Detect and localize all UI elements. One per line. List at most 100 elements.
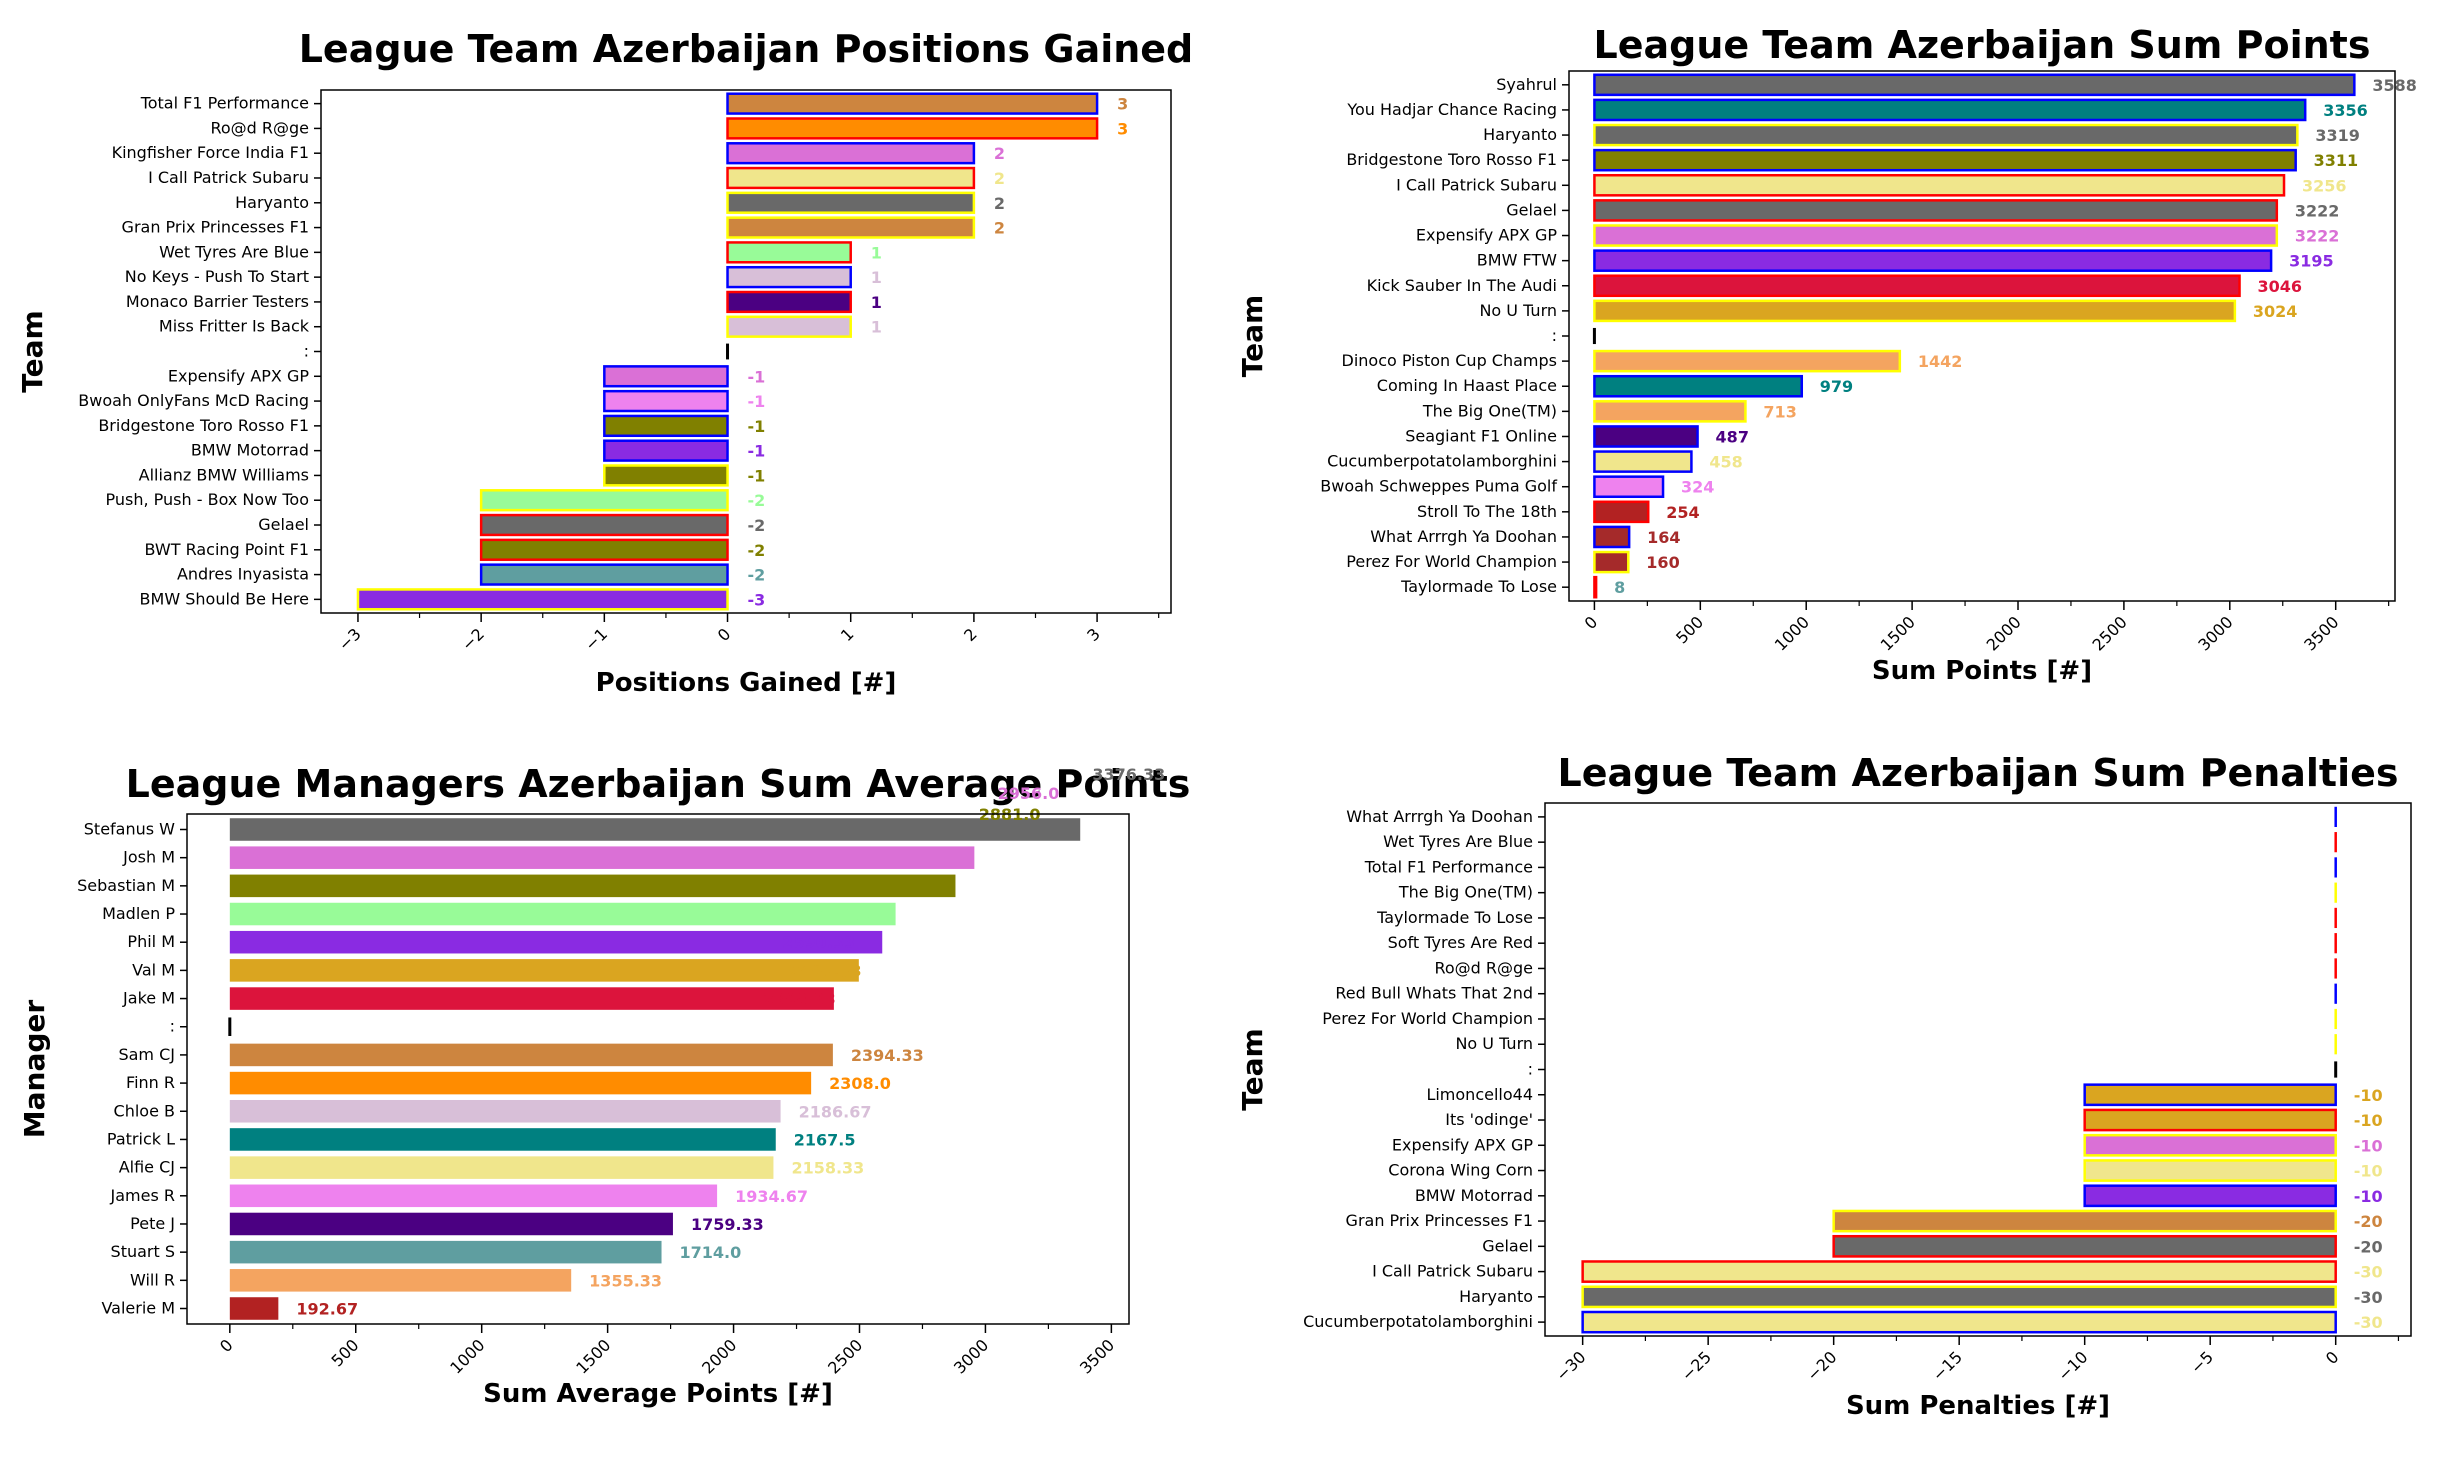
bar-21 (1581, 1310, 2337, 1334)
y-tick-label: Stuart S (111, 1242, 175, 1261)
y-tick-label: : (170, 1017, 175, 1036)
y-tick-label: What Arrrgh Ya Doohan (1370, 527, 1557, 546)
value-label: -3 (748, 590, 766, 609)
bar-14 (1593, 400, 1747, 423)
value-label: 254 (1666, 503, 1699, 522)
y-tick-label: I Call Patrick Subaru (1372, 1262, 1533, 1281)
bar-10 (1593, 299, 2237, 323)
chart-title: League Team Azerbaijan Sum Penalties (1557, 751, 2398, 795)
y-tick-label: Syahrul (1496, 75, 1557, 94)
bar-9 (726, 290, 852, 314)
chart-panel-2: League Team Azerbaijan Sum Points3588335… (1236, 23, 2417, 686)
value-label: 2497.33 (789, 961, 862, 980)
bar-3 (726, 142, 976, 165)
value-label: -30 (2354, 1313, 2383, 1332)
value-label: 2186.67 (799, 1102, 872, 1121)
bar-5 (229, 930, 883, 954)
bar-13 (1593, 374, 1804, 398)
y-tick-label: BWT Racing Point F1 (145, 540, 309, 559)
y-tick-label: Sam CJ (118, 1045, 175, 1064)
value-label: 3 (1117, 95, 1128, 114)
value-label: 2590.33 (782, 933, 855, 952)
y-tick-label: Seagiant F1 Online (1405, 426, 1557, 445)
y-tick-label: Phil M (127, 932, 175, 951)
bar-13 (603, 389, 729, 413)
value-label: 713 (1763, 402, 1796, 421)
value-label: -30 (2354, 1263, 2383, 1282)
x-tick-label: 3000 (950, 1335, 992, 1377)
bar-11 (229, 1099, 781, 1123)
bar-15 (2083, 1159, 2337, 1182)
value-label: 3311 (2314, 151, 2359, 170)
y-tick-label: Expensify APX GP (1392, 1135, 1533, 1154)
bar-18 (1593, 500, 1650, 524)
value-label: -2 (748, 516, 766, 535)
bar-2 (726, 117, 1099, 140)
y-tick-label: What Arrrgh Ya Doohan (1346, 807, 1533, 826)
x-tick-label: −25 (1678, 1347, 1715, 1384)
y-tick-label: Andres Inyasista (177, 565, 309, 584)
x-tick-label: 500 (1672, 612, 1707, 647)
x-tick-label: 2000 (698, 1335, 740, 1377)
x-axis-label: Positions Gained [#] (596, 668, 897, 698)
y-tick-label: Gelael (258, 515, 309, 534)
bar-21 (1593, 575, 1598, 599)
x-tick-label: −2 (458, 624, 488, 654)
y-tick-label: Cucumberpotatolamborghini (1303, 1312, 1533, 1331)
y-tick-label: Taylormade To Lose (1376, 908, 1533, 927)
x-tick-label: 0 (216, 1335, 237, 1356)
bar-9 (1593, 274, 2241, 298)
chart-title: League Team Azerbaijan Positions Gained (299, 27, 1194, 71)
y-tick-label: Allianz BMW Williams (139, 465, 309, 484)
value-label: 979 (1820, 377, 1853, 396)
value-label: 2398.33 (763, 990, 836, 1009)
value-label: 2167.5 (794, 1130, 856, 1149)
y-tick-label: Perez For World Champion (1322, 1009, 1533, 1028)
y-tick-label: Ro@d R@ge (210, 118, 309, 137)
value-label: -20 (2354, 1237, 2383, 1256)
bar-13 (2083, 1108, 2337, 1132)
bar-3 (229, 874, 956, 898)
y-tick-label: Corona Wing Corn (1388, 1161, 1533, 1180)
bar-8 (1593, 249, 2273, 272)
x-tick-label: 3500 (2300, 612, 2342, 654)
bar-9 (229, 1043, 833, 1067)
x-tick-label: −3 (335, 624, 365, 654)
x-axis-label: Sum Points [#] (1872, 656, 2092, 686)
bar-16 (2083, 1184, 2337, 1208)
y-tick-label: BMW FTW (1477, 251, 1557, 270)
y-tick-label: Miss Fritter Is Back (159, 317, 310, 336)
value-label: 3195 (2289, 252, 2334, 271)
y-tick-label: Soft Tyres Are Red (1388, 933, 1533, 952)
x-tick-label: 2000 (1983, 612, 2025, 654)
value-label: 3222 (2295, 201, 2340, 220)
bar-15 (603, 439, 729, 462)
y-tick-label: Expensify APX GP (1416, 226, 1557, 245)
bar-7 (726, 241, 852, 264)
bar-17 (479, 489, 729, 512)
y-tick-label: Kingfisher Force India F1 (112, 143, 309, 162)
bar-20 (1581, 1285, 2337, 1309)
chart-panel-1: League Team Azerbaijan Positions Gained 3… (16, 27, 1193, 698)
value-label: 1442 (1918, 352, 1963, 371)
x-tick-label: −10 (2054, 1347, 2091, 1384)
bar-16 (1593, 450, 1693, 473)
y-tick-label: Haryanto (1483, 125, 1557, 144)
value-label: 1 (871, 293, 882, 312)
y-tick-label: : (304, 342, 309, 361)
value-label: -2 (748, 566, 766, 585)
value-label: -1 (748, 466, 766, 485)
value-label: 3356 (2323, 101, 2368, 120)
value-label: 1355.33 (589, 1271, 662, 1290)
y-tick-label: Gran Prix Princesses F1 (122, 218, 309, 237)
bar-19 (1581, 1260, 2337, 1283)
bar-16 (229, 1240, 662, 1264)
value-label: 2643.33 (806, 905, 879, 924)
y-tick-label: No U Turn (1479, 301, 1557, 320)
x-tick-label: 2 (960, 624, 981, 645)
value-label: -20 (2354, 1212, 2383, 1231)
y-tick-label: Val M (132, 960, 175, 979)
y-tick-label: BMW Should Be Here (140, 589, 309, 608)
chart-title: League Managers Azerbaijan Sum Average P… (126, 762, 1191, 806)
x-tick-label: 500 (328, 1335, 363, 1370)
